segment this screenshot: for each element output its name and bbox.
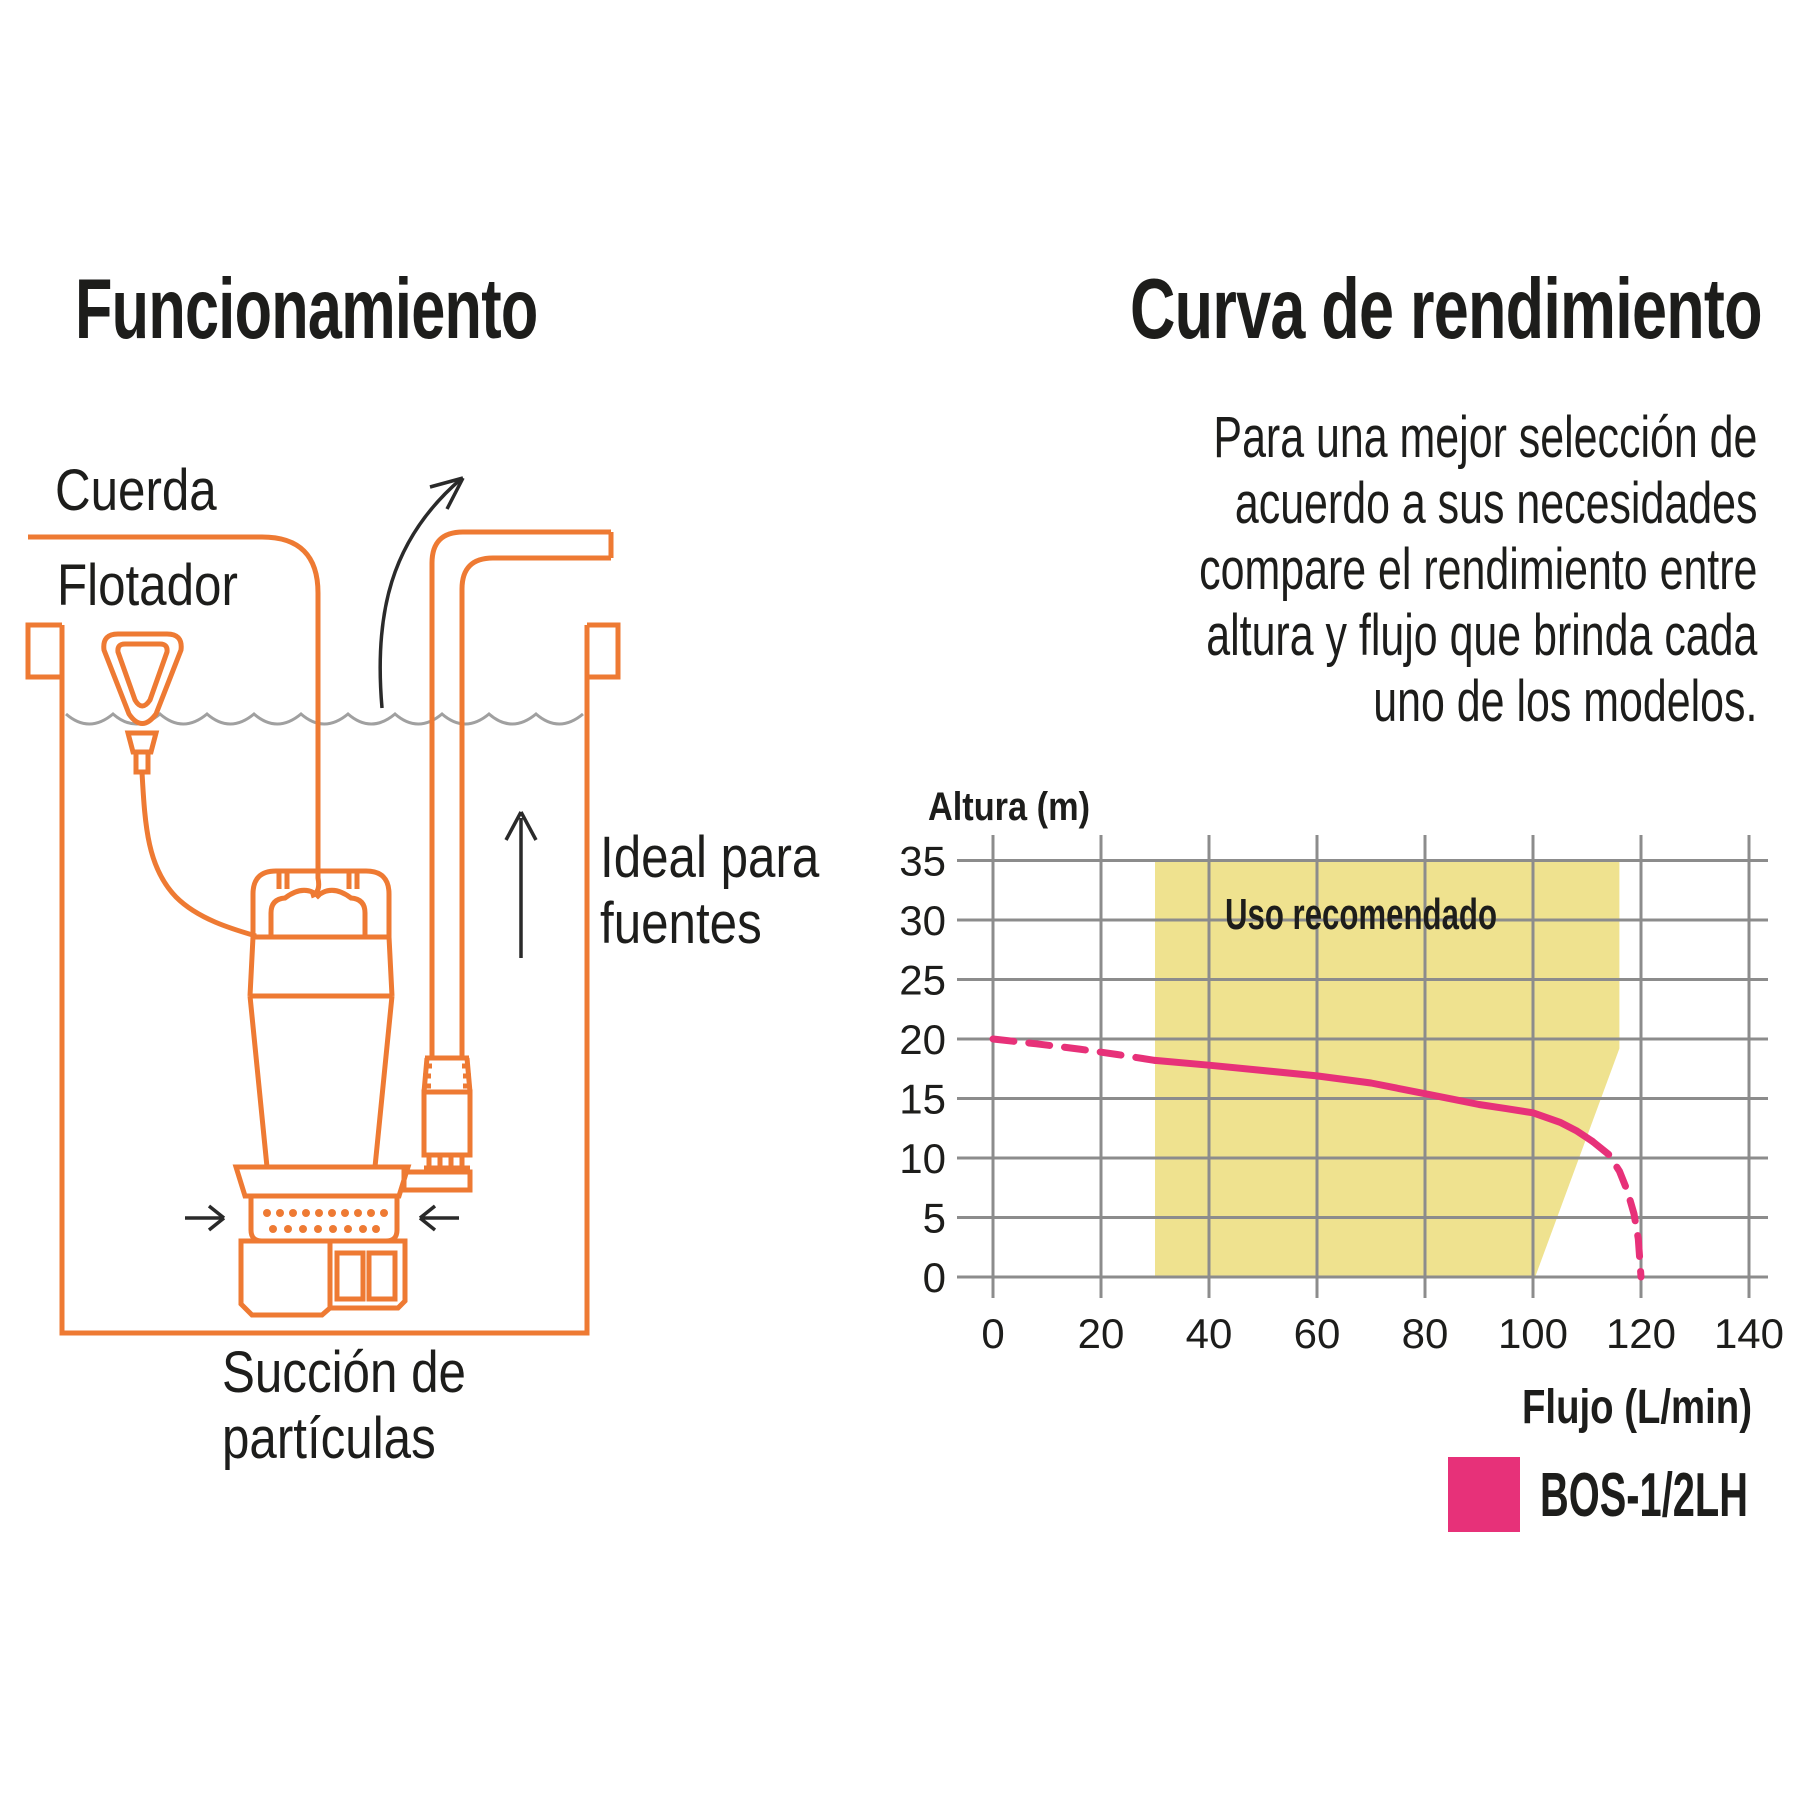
svg-text:25: 25 <box>899 957 946 1004</box>
label-ideal-para-fuentes: Ideal para fuentes <box>600 825 820 956</box>
label-cuerda: Cuerda <box>55 458 217 523</box>
x-axis-title: Flujo (L/min) <box>1522 1381 1752 1434</box>
pump-body <box>232 868 412 1318</box>
svg-text:40: 40 <box>1186 1310 1233 1357</box>
chart-curve-BOS-1/2LH <box>989 1035 1645 1281</box>
region-label: Uso recomendado <box>1225 890 1497 939</box>
float-cable <box>139 771 257 939</box>
tank-right-cap <box>587 622 621 680</box>
label-flotador: Flotador <box>57 553 238 618</box>
svg-text:30: 30 <box>899 897 946 944</box>
intro-paragraph: Para una mejor selección de acuerdo a su… <box>1198 405 1757 734</box>
upward-arrow <box>504 811 538 958</box>
svg-text:20: 20 <box>1078 1310 1125 1357</box>
flow-arrows <box>185 476 538 1232</box>
strainer-holes <box>263 1209 388 1233</box>
pump-handle <box>250 868 392 937</box>
svg-text:120: 120 <box>1606 1310 1676 1357</box>
chart-legend: BOS-1/2LH <box>1448 1457 1748 1532</box>
pump-handle-inner <box>268 887 368 937</box>
svg-text:35: 35 <box>899 838 946 885</box>
outflow-curved-arrow <box>378 477 463 709</box>
svg-text:80: 80 <box>1402 1310 1449 1357</box>
chart-tick-labels: 0 20 40 60 80 100 120 140 0 5 10 15 20 25 30 35 <box>899 838 1784 1358</box>
svg-text:140: 140 <box>1714 1310 1784 1357</box>
legend-swatch <box>1448 1457 1520 1532</box>
svg-text:0: 0 <box>981 1310 1004 1357</box>
svg-text:100: 100 <box>1498 1310 1568 1357</box>
pump-cone <box>247 995 395 1168</box>
suction-arrow-left <box>185 1204 226 1232</box>
chart-region <box>1155 860 1620 1277</box>
y-axis-title: Altura (m) <box>928 785 1090 829</box>
label-succion-de-particulas: Succión de partículas <box>222 1340 466 1471</box>
discharge-pipe <box>401 529 614 1193</box>
svg-text:20: 20 <box>899 1016 946 1063</box>
tank-outline <box>25 622 621 1336</box>
svg-text:15: 15 <box>899 1076 946 1123</box>
right-section-title-text: Curva de rendimiento <box>1130 262 1763 357</box>
legend-label: BOS-1/2LH <box>1540 1461 1748 1530</box>
svg-text:60: 60 <box>1294 1310 1341 1357</box>
suction-arrow-right <box>418 1204 459 1232</box>
tank-left-cap <box>25 622 62 680</box>
tank-walls <box>59 625 590 1336</box>
svg-text:10: 10 <box>899 1135 946 1182</box>
right-section-title: Curva de rendimiento <box>908 262 1763 357</box>
svg-text:0: 0 <box>923 1254 946 1301</box>
left-section-title-text: Funcionamiento <box>75 262 538 357</box>
svg-text:5: 5 <box>923 1195 946 1242</box>
float-switch <box>101 631 257 939</box>
left-section-title: Funcionamiento <box>75 267 717 352</box>
